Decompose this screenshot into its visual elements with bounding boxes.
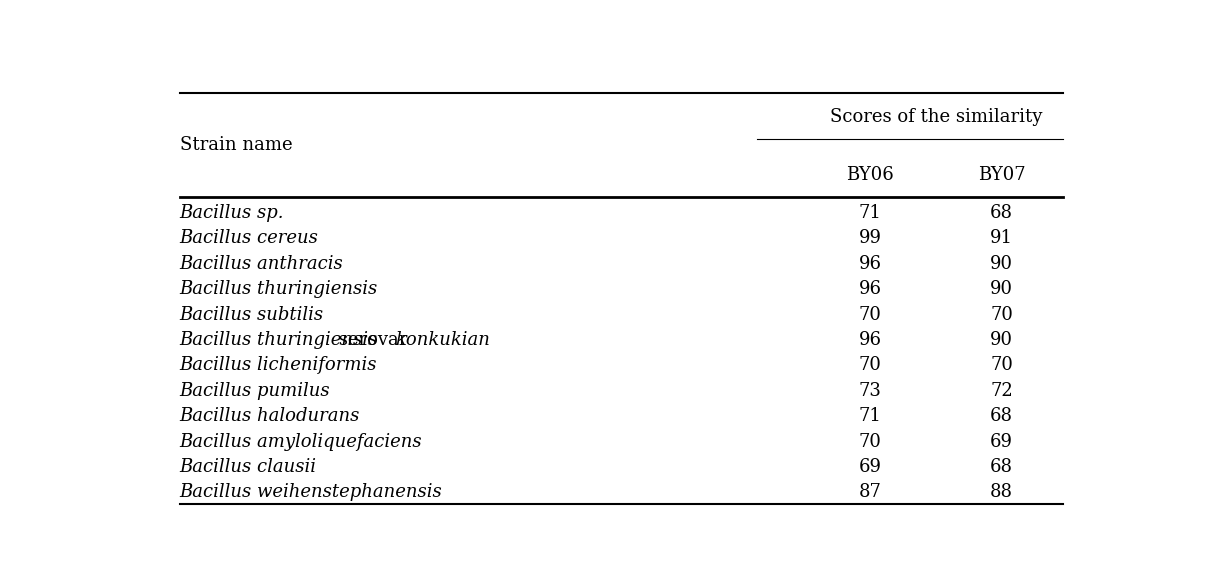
Text: 96: 96 <box>858 331 881 349</box>
Text: Bacillus clausii: Bacillus clausii <box>179 458 316 476</box>
Text: Bacillus cereus: Bacillus cereus <box>179 229 319 248</box>
Text: 68: 68 <box>990 204 1013 222</box>
Text: 91: 91 <box>990 229 1013 248</box>
Text: Bacillus amyloliquefaciens: Bacillus amyloliquefaciens <box>179 433 422 450</box>
Text: Bacillus subtilis: Bacillus subtilis <box>179 306 324 323</box>
Text: BY06: BY06 <box>846 166 894 184</box>
Text: 70: 70 <box>990 306 1013 323</box>
Text: Bacillus thuringiensis: Bacillus thuringiensis <box>179 280 378 298</box>
Text: 69: 69 <box>990 433 1013 450</box>
Text: Bacillus licheniformis: Bacillus licheniformis <box>179 356 377 375</box>
Text: 68: 68 <box>990 407 1013 425</box>
Text: 96: 96 <box>858 255 881 273</box>
Text: 90: 90 <box>990 280 1013 298</box>
Text: 90: 90 <box>990 255 1013 273</box>
Text: serovar: serovar <box>333 331 413 349</box>
Text: 73: 73 <box>858 382 881 400</box>
Text: konkukian: konkukian <box>395 331 491 349</box>
Text: Bacillus weihenstephanensis: Bacillus weihenstephanensis <box>179 483 442 502</box>
Text: 87: 87 <box>858 483 881 502</box>
Text: Scores of the similarity: Scores of the similarity <box>830 108 1042 126</box>
Text: Bacillus sp.: Bacillus sp. <box>179 204 284 222</box>
Text: 69: 69 <box>858 458 881 476</box>
Text: 71: 71 <box>858 204 881 222</box>
Text: 70: 70 <box>990 356 1013 375</box>
Text: 96: 96 <box>858 280 881 298</box>
Text: 90: 90 <box>990 331 1013 349</box>
Text: 99: 99 <box>858 229 881 248</box>
Text: 71: 71 <box>858 407 881 425</box>
Text: Bacillus anthracis: Bacillus anthracis <box>179 255 343 273</box>
Text: Bacillus thuringiensis: Bacillus thuringiensis <box>179 331 378 349</box>
Text: 68: 68 <box>990 458 1013 476</box>
Text: 70: 70 <box>858 433 881 450</box>
Text: Bacillus halodurans: Bacillus halodurans <box>179 407 360 425</box>
Text: BY07: BY07 <box>978 166 1025 184</box>
Text: 88: 88 <box>990 483 1013 502</box>
Text: 70: 70 <box>858 356 881 375</box>
Text: 70: 70 <box>858 306 881 323</box>
Text: Strain name: Strain name <box>179 136 292 154</box>
Text: 72: 72 <box>990 382 1013 400</box>
Text: Bacillus pumilus: Bacillus pumilus <box>179 382 331 400</box>
